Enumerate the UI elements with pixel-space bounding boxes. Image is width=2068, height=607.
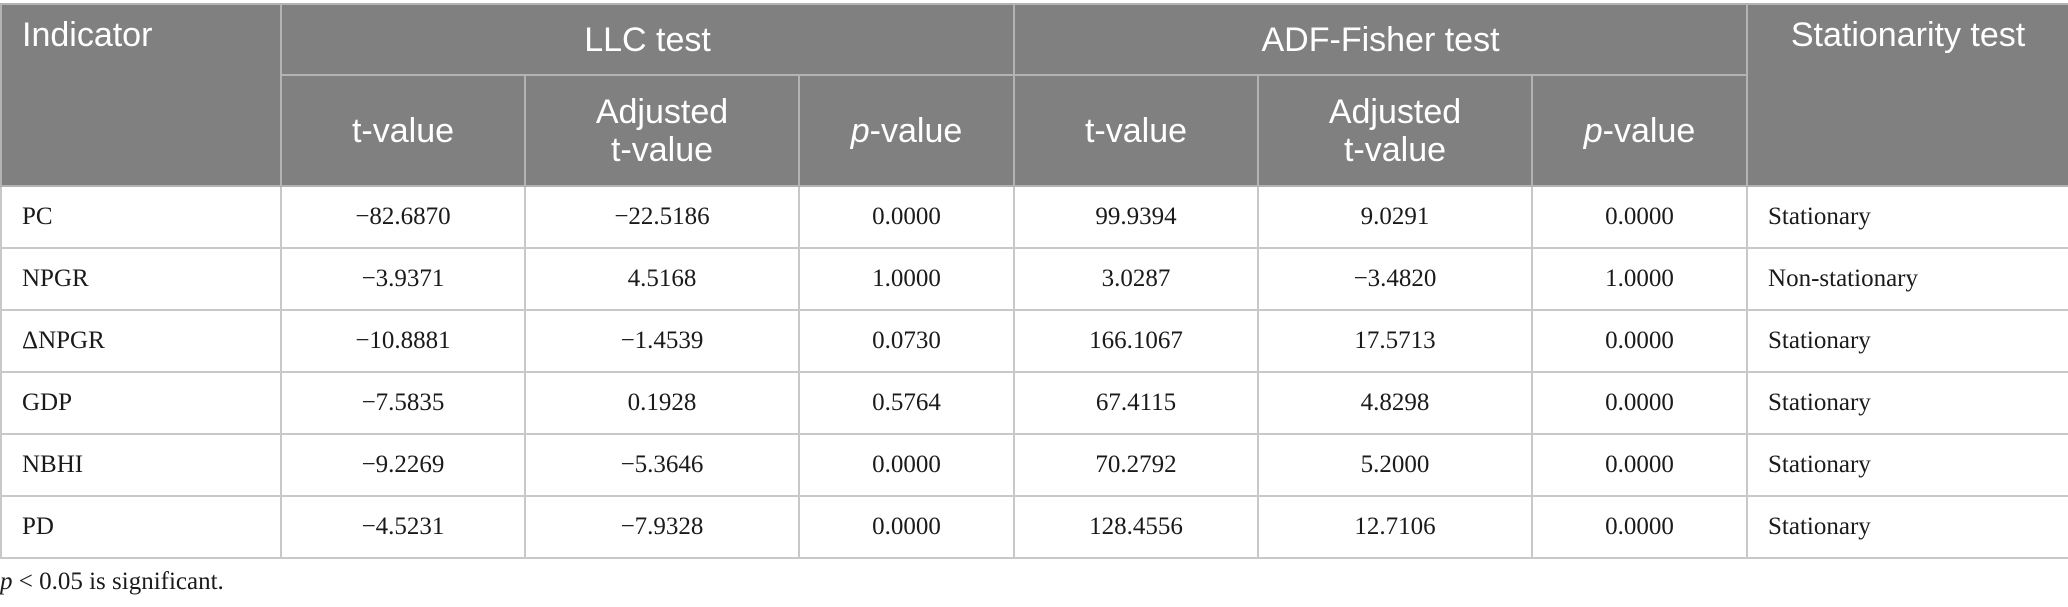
cell-stationarity-result: Stationary bbox=[1746, 433, 2068, 497]
header-stationarity-test: Stationarity test bbox=[1746, 3, 2068, 187]
table-row: GDP −7.5835 0.1928 0.5764 67.4115 4.8298… bbox=[0, 371, 2068, 435]
cell-adf-t-value: 70.2792 bbox=[1013, 433, 1260, 497]
cell-llc-p-value: 1.0000 bbox=[797, 247, 1016, 311]
header-llc-test: LLC test bbox=[279, 3, 1016, 76]
cell-stationarity-result: Non-stationary bbox=[1746, 247, 2068, 311]
cell-adf-p-value: 1.0000 bbox=[1531, 247, 1749, 311]
cell-llc-adjusted-t-value: −7.9328 bbox=[524, 495, 800, 559]
footnote-p-italic: p bbox=[0, 568, 13, 595]
cell-adf-p-value: 0.0000 bbox=[1531, 433, 1749, 497]
cell-adf-adjusted-t-value: 9.0291 bbox=[1257, 185, 1534, 249]
cell-llc-adjusted-t-value: −5.3646 bbox=[524, 433, 800, 497]
cell-llc-t-value: −10.8881 bbox=[280, 309, 526, 373]
header-p-italic: p bbox=[1583, 111, 1603, 150]
cell-llc-t-value: −3.9371 bbox=[280, 247, 526, 311]
table-row: NPGR −3.9371 4.5168 1.0000 3.0287 −3.482… bbox=[0, 247, 2068, 311]
cell-indicator: PC bbox=[0, 185, 282, 249]
cell-llc-t-value: −7.5835 bbox=[280, 371, 526, 435]
table-row: NBHI −9.2269 −5.3646 0.0000 70.2792 5.20… bbox=[0, 433, 2068, 497]
cell-llc-p-value: 0.0000 bbox=[797, 495, 1016, 559]
header-llc-t-value: t-value bbox=[280, 74, 526, 187]
table-header: Indicator LLC test ADF-Fisher test Stati… bbox=[0, 3, 2068, 187]
header-p-suffix: -value bbox=[869, 111, 963, 150]
cell-adf-adjusted-t-value: 4.8298 bbox=[1257, 371, 1534, 435]
cell-indicator: NPGR bbox=[0, 247, 282, 311]
cell-indicator: NBHI bbox=[0, 433, 282, 497]
cell-indicator: PD bbox=[0, 495, 282, 559]
cell-llc-t-value: −82.6870 bbox=[280, 185, 526, 249]
stationarity-table: Indicator LLC test ADF-Fisher test Stati… bbox=[0, 3, 2068, 559]
cell-llc-p-value: 0.5764 bbox=[797, 371, 1016, 435]
cell-stationarity-result: Stationary bbox=[1746, 185, 2068, 249]
header-p-suffix: -value bbox=[1602, 111, 1696, 150]
cell-adf-t-value: 67.4115 bbox=[1013, 371, 1260, 435]
header-llc-p-value: p-value bbox=[797, 74, 1016, 187]
table-row: PD −4.5231 −7.9328 0.0000 128.4556 12.71… bbox=[0, 495, 2068, 559]
header-row-subcolumns: t-value Adjusted t-value p-value t-value … bbox=[1, 74, 2068, 187]
table-body: PC −82.6870 −22.5186 0.0000 99.9394 9.02… bbox=[0, 185, 2068, 559]
header-row-groups: Indicator LLC test ADF-Fisher test Stati… bbox=[0, 3, 2068, 187]
header-adjusted-line2: t-value bbox=[610, 130, 714, 169]
cell-adf-adjusted-t-value: −3.4820 bbox=[1257, 247, 1534, 311]
cell-llc-p-value: 0.0000 bbox=[797, 185, 1016, 249]
cell-adf-t-value: 166.1067 bbox=[1013, 309, 1260, 373]
cell-adf-t-value: 99.9394 bbox=[1013, 185, 1260, 249]
cell-adf-p-value: 0.0000 bbox=[1531, 495, 1749, 559]
header-adf-fisher-test: ADF-Fisher test bbox=[1013, 3, 1749, 76]
cell-llc-t-value: −4.5231 bbox=[280, 495, 526, 559]
cell-llc-adjusted-t-value: −1.4539 bbox=[524, 309, 800, 373]
header-adjusted-line2: t-value bbox=[1343, 130, 1447, 169]
header-adf-adjusted-t-value: Adjusted t-value bbox=[1257, 74, 1534, 187]
header-adjusted-line1: Adjusted bbox=[1328, 92, 1462, 131]
header-adf-p-value: p-value bbox=[1531, 74, 1749, 187]
cell-llc-p-value: 0.0000 bbox=[797, 433, 1016, 497]
header-t-value-label: t-value bbox=[1084, 111, 1188, 150]
header-llc-adjusted-t-value: Adjusted t-value bbox=[524, 74, 800, 187]
cell-llc-t-value: −9.2269 bbox=[280, 433, 526, 497]
cell-indicator: GDP bbox=[0, 371, 282, 435]
cell-adf-p-value: 0.0000 bbox=[1531, 185, 1749, 249]
footnote-text: < 0.05 is significant. bbox=[12, 568, 224, 595]
cell-adf-adjusted-t-value: 12.7106 bbox=[1257, 495, 1534, 559]
header-t-value-label: t-value bbox=[351, 111, 455, 150]
table-row: PC −82.6870 −22.5186 0.0000 99.9394 9.02… bbox=[0, 185, 2068, 249]
cell-adf-t-value: 3.0287 bbox=[1013, 247, 1260, 311]
table-footnote: p < 0.05 is significant. bbox=[0, 568, 224, 596]
header-adf-t-value: t-value bbox=[1013, 74, 1260, 187]
header-indicator: Indicator bbox=[0, 3, 282, 187]
cell-adf-t-value: 128.4556 bbox=[1013, 495, 1260, 559]
cell-llc-adjusted-t-value: 4.5168 bbox=[524, 247, 800, 311]
cell-adf-p-value: 0.0000 bbox=[1531, 371, 1749, 435]
header-adjusted-line1: Adjusted bbox=[595, 92, 729, 131]
cell-adf-adjusted-t-value: 5.2000 bbox=[1257, 433, 1534, 497]
header-p-italic: p bbox=[850, 111, 870, 150]
cell-indicator: ΔNPGR bbox=[0, 309, 282, 373]
cell-stationarity-result: Stationary bbox=[1746, 309, 2068, 373]
cell-adf-adjusted-t-value: 17.5713 bbox=[1257, 309, 1534, 373]
cell-stationarity-result: Stationary bbox=[1746, 371, 2068, 435]
cell-llc-adjusted-t-value: −22.5186 bbox=[524, 185, 800, 249]
cell-stationarity-result: Stationary bbox=[1746, 495, 2068, 559]
table-row: ΔNPGR −10.8881 −1.4539 0.0730 166.1067 1… bbox=[0, 309, 2068, 373]
cell-adf-p-value: 0.0000 bbox=[1531, 309, 1749, 373]
cell-llc-p-value: 0.0730 bbox=[797, 309, 1016, 373]
cell-llc-adjusted-t-value: 0.1928 bbox=[524, 371, 800, 435]
